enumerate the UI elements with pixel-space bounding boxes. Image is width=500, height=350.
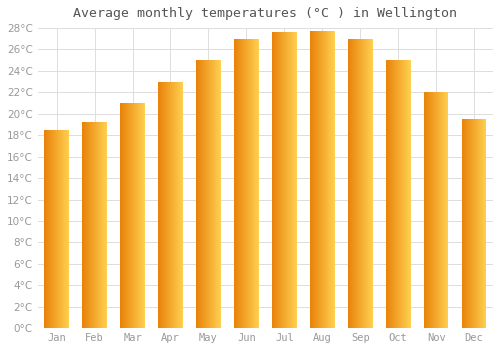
Title: Average monthly temperatures (°C ) in Wellington: Average monthly temperatures (°C ) in We… — [74, 7, 458, 20]
